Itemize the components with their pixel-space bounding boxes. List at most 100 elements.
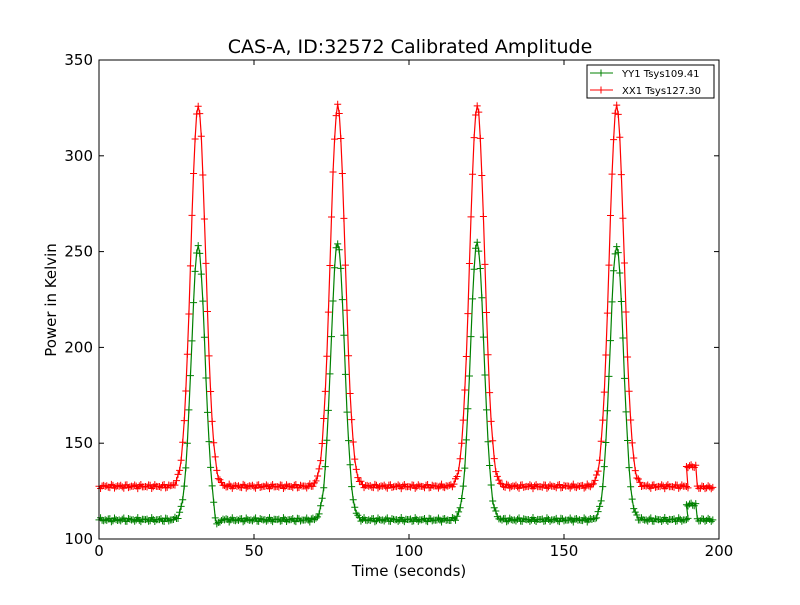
data-point: [314, 472, 322, 480]
data-point: [489, 437, 497, 445]
data-point: [503, 480, 511, 488]
data-point: [326, 262, 334, 270]
data-point: [252, 514, 260, 522]
data-point: [214, 475, 222, 483]
data-point: [658, 481, 666, 489]
data-point: [515, 484, 523, 492]
data-point: [204, 308, 211, 316]
data-point: [213, 466, 221, 474]
data-point: [180, 417, 188, 425]
data-point: [371, 518, 379, 526]
data-point: [707, 485, 715, 493]
data-point: [560, 517, 568, 525]
data-point: [324, 406, 332, 414]
data-point: [469, 295, 477, 303]
data-point: [348, 416, 356, 424]
data-point: [619, 334, 627, 342]
data-point: [464, 405, 472, 413]
data-point: [572, 515, 580, 523]
data-point: [486, 462, 494, 470]
data-point: [221, 481, 229, 489]
data-point: [461, 386, 469, 394]
data-point: [424, 518, 432, 526]
data-point: [627, 416, 635, 424]
data-point: [366, 516, 374, 524]
data-point: [461, 464, 469, 472]
data-point: [689, 463, 697, 471]
data-point: [345, 437, 353, 445]
data-point: [631, 467, 639, 475]
data-point: [453, 512, 461, 520]
data-point: [492, 507, 500, 515]
data-point: [208, 417, 216, 425]
data-point: [689, 501, 697, 509]
data-point: [383, 514, 391, 522]
data-point: [633, 511, 641, 519]
data-point: [118, 483, 126, 491]
data-point: [600, 463, 608, 471]
data-point: [439, 515, 447, 523]
data-point: [194, 242, 202, 250]
data-point: [610, 136, 618, 144]
data-point: [194, 102, 202, 110]
data-point: [624, 353, 632, 361]
data-point: [647, 514, 655, 522]
data-point: [190, 299, 198, 307]
data-point: [467, 213, 475, 221]
data-point: [345, 352, 353, 360]
data-point: [492, 468, 500, 476]
data-point: [594, 508, 602, 516]
data-point: [428, 481, 436, 489]
data-point: [278, 481, 286, 489]
data-point: [292, 481, 300, 489]
data-point: [458, 494, 466, 502]
data-point: [478, 294, 486, 302]
data-point: [186, 372, 194, 380]
data-point: [320, 484, 328, 492]
y-tick-label: 150: [64, 434, 93, 452]
data-point: [458, 439, 466, 447]
data-point: [682, 501, 690, 509]
data-point: [213, 520, 221, 528]
data-point: [323, 436, 331, 444]
data-point: [630, 454, 638, 462]
data-point: [459, 416, 467, 424]
data-point: [607, 211, 614, 219]
data-point: [459, 482, 467, 490]
data-point: [617, 298, 625, 306]
data-point: [315, 465, 323, 473]
data-point: [617, 171, 625, 179]
data-point: [317, 502, 325, 510]
data-point: [273, 483, 281, 491]
data-point: [399, 482, 407, 490]
data-point: [278, 517, 286, 525]
data-point: [472, 111, 480, 119]
data-point: [596, 456, 604, 464]
data-point: [682, 483, 690, 491]
data-point: [662, 482, 670, 490]
data-point: [475, 108, 483, 116]
data-point: [145, 517, 153, 525]
data-point: [334, 240, 342, 248]
data-point: [321, 463, 329, 471]
data-point: [107, 518, 115, 526]
data-point: [709, 483, 717, 491]
data-point: [628, 439, 636, 447]
data-point: [411, 514, 419, 522]
data-point: [520, 515, 528, 523]
data-point: [131, 481, 139, 489]
data-point: [456, 455, 464, 463]
data-point: [490, 504, 498, 512]
data-point: [647, 484, 655, 492]
chart-title: CAS-A, ID:32572 Calibrated Amplitude: [228, 36, 593, 58]
series-line-0: [98, 241, 714, 525]
data-point: [393, 483, 401, 491]
data-point: [174, 470, 182, 478]
data-point: [346, 389, 354, 397]
data-point: [636, 478, 644, 486]
data-point: [669, 483, 676, 491]
data-point: [490, 455, 498, 463]
data-point: [450, 480, 458, 488]
data-point: [622, 408, 630, 416]
y-tick-label: 350: [64, 51, 93, 69]
